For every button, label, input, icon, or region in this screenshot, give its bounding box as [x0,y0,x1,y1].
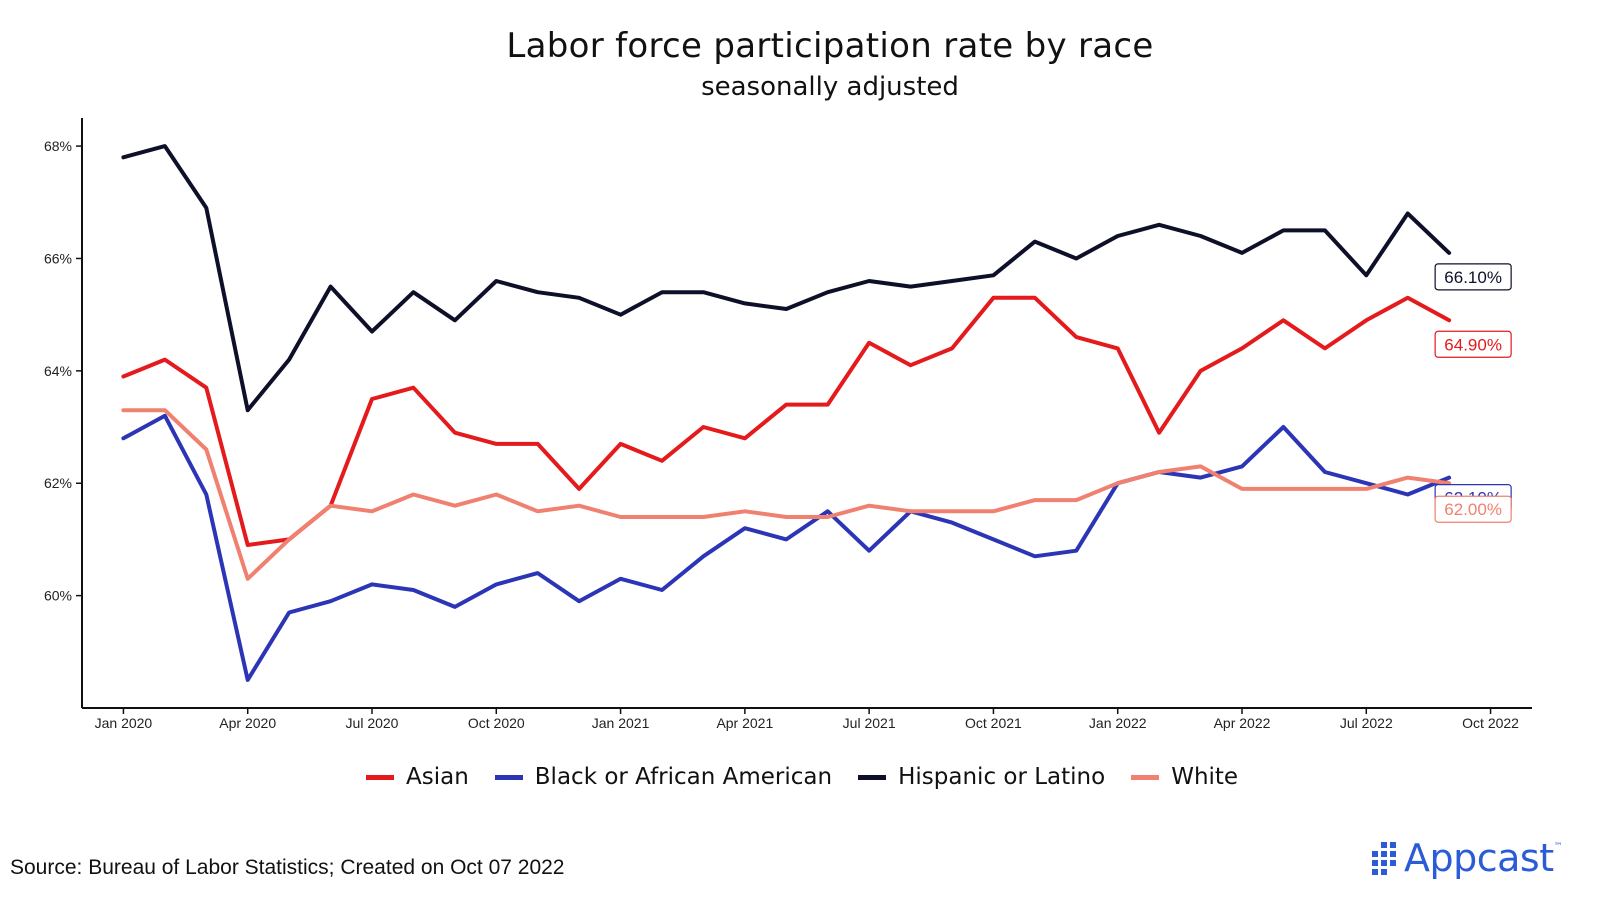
x-tick-label: Jul 2021 [843,715,896,731]
x-tick-label: Jan 2021 [592,715,650,731]
legend-item: Asian [366,764,469,790]
axes: 60% 62% 64% 66% 68% Jan 2020 Apr 2020 Jul 2020 O… [44,118,1532,731]
logo-trademark: ™ [1553,842,1563,852]
end-label: 62.00% [1434,495,1512,523]
legend-label: White [1171,764,1239,790]
legend-swatch [366,774,394,780]
legend-item: Black or African American [494,764,833,790]
end-label-text: 62.00% [1444,500,1502,519]
end-label-text: 64.90% [1444,335,1502,354]
y-tick-label: 68% [44,138,72,154]
end-labels: 64.90%62.10%66.10%62.00% [1434,263,1512,523]
series-line-white [121,408,1452,581]
source-note: Source: Bureau of Labor Statistics; Crea… [10,856,565,879]
series-line-black-or-african-american [121,413,1452,682]
legend: Asian Black or African American Hispanic o… [366,764,1264,790]
legend-label: Hispanic or Latino [898,764,1106,790]
series-line-asian [121,295,1452,547]
chart-title: Labor force participation rate by race [506,26,1154,66]
x-tick-label: Jul 2022 [1340,715,1393,731]
logo-mark-icon [1372,841,1396,875]
x-tick-label: Oct 2020 [468,715,525,731]
x-tick-label: Jan 2022 [1089,715,1147,731]
legend-swatch [494,774,523,780]
series-line-hispanic-or-latino [121,144,1452,413]
x-tick-label: Oct 2021 [965,715,1022,731]
x-tick-label: Jan 2020 [95,715,153,731]
end-label-box [1434,330,1512,358]
legend-label: Black or African American [534,764,833,790]
series-lines [121,144,1452,682]
x-tick-label: Apr 2021 [716,715,773,731]
legend-item: Hispanic or Latino [858,764,1105,790]
end-label-text: 66.10% [1444,268,1502,287]
x-tick-label: Apr 2022 [1214,715,1271,731]
legend-swatch [1131,774,1160,780]
legend-item: White [1131,764,1238,790]
appcast-logo: Appcast ™ [1372,836,1563,880]
end-label: 64.90% [1434,330,1512,358]
x-tick-label: Jul 2020 [346,715,399,731]
chart-subtitle: seasonally adjusted [701,72,959,102]
y-tick-label: 66% [44,250,72,266]
y-tick-label: 60% [44,588,72,604]
y-tick-label: 64% [44,363,72,379]
x-tick-label: Oct 2022 [1462,715,1519,731]
x-tick-label: Apr 2020 [219,715,276,731]
end-label-box [1434,263,1512,291]
y-tick-label: 62% [44,475,72,491]
legend-swatch [858,774,887,780]
end-label: 66.10% [1434,263,1512,291]
logo-wordmark: Appcast [1404,836,1554,880]
legend-label: Asian [406,764,469,790]
end-label-box [1434,495,1512,523]
